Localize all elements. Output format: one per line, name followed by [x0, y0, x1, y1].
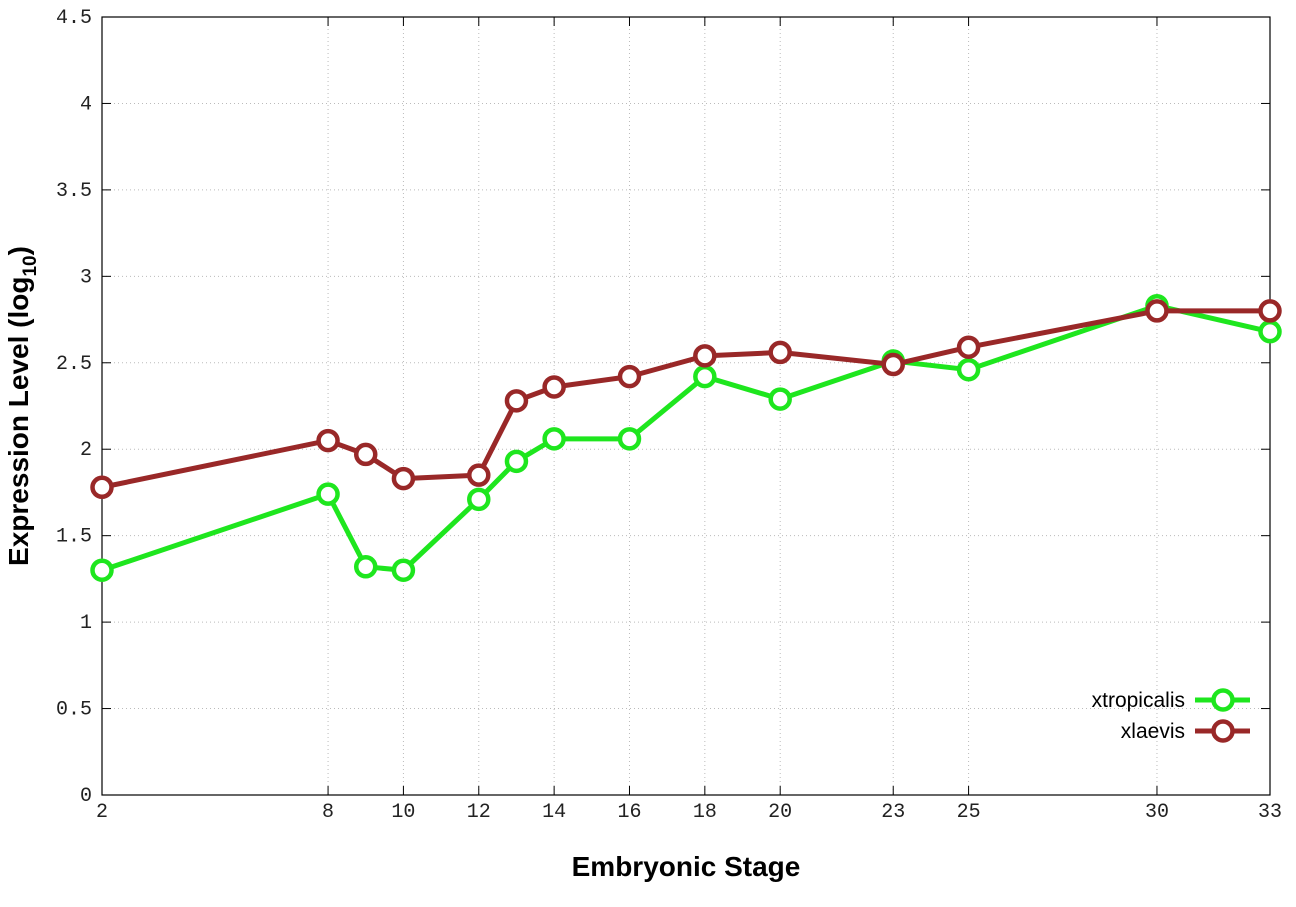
y-tick-label: 2	[80, 439, 92, 462]
y-axis-label-suffix: )	[3, 246, 34, 255]
y-tick-label: 4	[80, 93, 92, 116]
y-axis-label-sub: 10	[20, 255, 41, 276]
y-tick-label: 3	[80, 266, 92, 289]
data-point	[617, 364, 642, 389]
data-point	[1145, 299, 1169, 323]
legend-marker	[1211, 719, 1235, 743]
data-point	[90, 558, 114, 582]
plot-frame	[101, 16, 1271, 796]
data-point	[467, 487, 491, 512]
data-point	[391, 466, 416, 491]
data-point	[316, 428, 340, 453]
y-axis-label: Expression Level (log10)	[3, 246, 41, 566]
y-tick-label: 2.5	[56, 353, 92, 376]
y-tick-label: 3.5	[56, 180, 92, 203]
x-tick-label: 23	[881, 801, 905, 824]
x-tick-label: 20	[768, 801, 792, 824]
data-point	[353, 442, 378, 467]
y-tick-label: 0.5	[56, 699, 92, 722]
data-point	[768, 340, 792, 365]
y-tick-label: 4.5	[56, 7, 92, 30]
x-tick-label: 16	[617, 801, 641, 824]
x-tick-label: 18	[693, 801, 717, 824]
data-point	[90, 475, 114, 500]
y-tick-label: 1.5	[56, 526, 92, 549]
series-line	[101, 308, 1270, 490]
x-tick-label: 25	[957, 801, 981, 824]
data-point	[693, 344, 717, 368]
x-tick-label: 8	[322, 801, 334, 824]
data-point	[881, 352, 905, 377]
legend-marker	[1211, 688, 1235, 712]
data-point	[504, 449, 529, 474]
series-line	[101, 303, 1271, 573]
data-point	[617, 427, 642, 451]
x-tick-label: 10	[391, 801, 415, 824]
x-tick-label: 12	[467, 801, 491, 824]
data-point	[542, 427, 566, 451]
data-point	[316, 482, 340, 506]
data-point	[467, 463, 491, 487]
y-axis-label-text: Expression Level (log	[3, 277, 34, 566]
data-point	[693, 364, 717, 389]
y-tick-label: 1	[80, 612, 92, 635]
data-point	[956, 357, 981, 382]
data-point	[1258, 299, 1282, 323]
legend-label: xlaevis	[1121, 720, 1185, 743]
y-tick-label: 0	[80, 785, 92, 808]
x-tick-label: 14	[542, 801, 566, 824]
legend-label: xtropicalis	[1092, 689, 1185, 712]
x-tick-label: 2	[96, 801, 108, 824]
data-point	[391, 558, 416, 582]
data-point	[353, 555, 378, 579]
data-point	[956, 335, 981, 359]
data-point	[542, 375, 566, 399]
x-tick-label: 30	[1145, 801, 1169, 824]
data-point	[504, 389, 529, 413]
x-axis-label: Embryonic Stage	[572, 851, 801, 882]
data-point	[768, 387, 792, 411]
x-tick-label: 33	[1258, 801, 1282, 824]
data-point	[1258, 319, 1282, 344]
